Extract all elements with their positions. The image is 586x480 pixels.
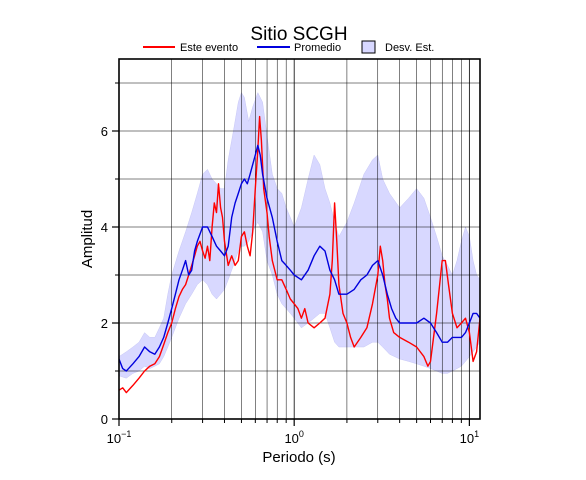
y-tick-label: 6 (101, 124, 108, 139)
legend: Este evento Promedio Desv. Est. (143, 40, 434, 54)
series-layer (119, 115, 480, 394)
x-tick-label: 10−1 (107, 429, 132, 446)
x-axis-label: Periodo (s) (262, 449, 335, 466)
plot-frame (118, 58, 481, 420)
y-tick-label: 2 (101, 316, 108, 331)
y-tick-label: 4 (101, 220, 108, 235)
legend-swatch-std (361, 40, 376, 54)
std-band (119, 91, 480, 379)
std-band-layer (119, 91, 480, 379)
legend-label-event: Este evento (180, 42, 238, 54)
legend-label-std: Desv. Est. (385, 42, 434, 54)
x-tick-label: 101 (460, 429, 479, 446)
chart-title: Sitio SCGH (250, 24, 347, 45)
x-tick-label: 100 (284, 429, 303, 446)
legend-label-mean: Promedio (294, 42, 341, 54)
series-line-mean (119, 144, 480, 372)
y-tick-label: 0 (101, 412, 108, 427)
y-axis-label: Amplitud (79, 210, 96, 268)
